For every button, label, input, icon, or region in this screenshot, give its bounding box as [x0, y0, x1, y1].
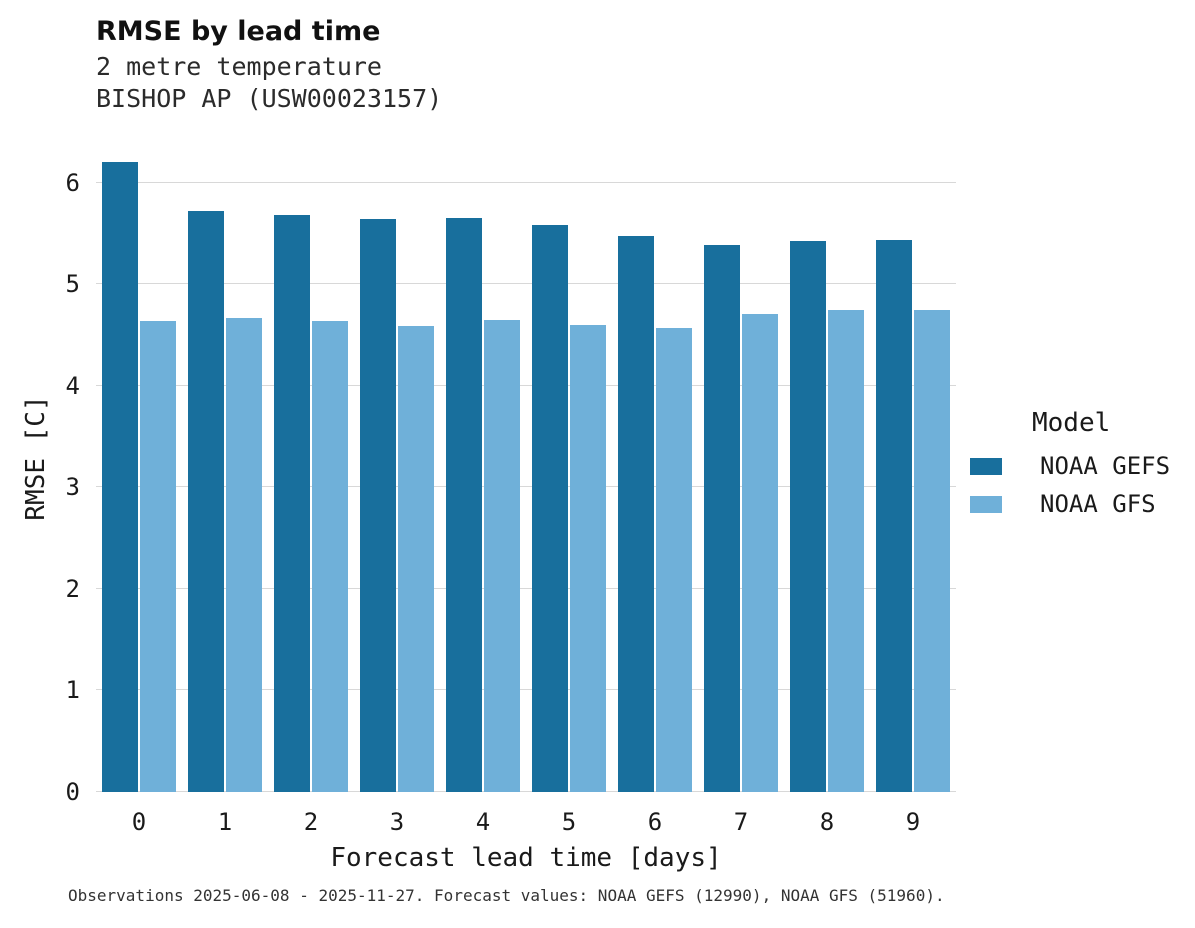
- x-tick-label-5: 5: [561, 808, 577, 836]
- gridline-y-4: [96, 384, 956, 386]
- chart-title: RMSE by lead time: [96, 16, 381, 47]
- gridline-y-5: [96, 283, 956, 285]
- bar-noaa-gefs-1: [188, 211, 224, 792]
- bar-noaa-gefs-4: [446, 218, 482, 792]
- y-tick-label-5: 5: [65, 270, 80, 299]
- y-tick-label-3: 3: [65, 473, 80, 502]
- gridline-y-0: [96, 791, 956, 792]
- x-tick-label-6: 6: [647, 808, 663, 836]
- chart-subtitle-variable: 2 metre temperature: [96, 52, 382, 81]
- bar-noaa-gefs-7: [704, 244, 740, 792]
- bar-noaa-gfs-4: [484, 319, 520, 792]
- caption: Observations 2025-06-08 - 2025-11-27. Fo…: [68, 886, 945, 905]
- bar-noaa-gefs-6: [618, 235, 654, 792]
- bar-noaa-gefs-2: [274, 215, 310, 792]
- x-tick-label-4: 4: [475, 808, 491, 836]
- bar-noaa-gefs-0: [102, 161, 138, 792]
- legend-label-noaa-gfs: NOAA GFS: [1040, 490, 1156, 518]
- gridline-y-3: [96, 486, 956, 488]
- bar-noaa-gfs-7: [742, 313, 778, 792]
- bar-noaa-gfs-3: [398, 326, 434, 792]
- x-tick-label-2: 2: [303, 808, 319, 836]
- bar-noaa-gfs-6: [656, 328, 692, 792]
- legend-title: Model: [1032, 408, 1111, 438]
- gridline-y-2: [96, 587, 956, 589]
- chart-subtitle-station: BISHOP AP (USW00023157): [96, 84, 443, 113]
- legend-item-noaa-gfs: NOAA GFS: [970, 490, 1190, 518]
- bar-noaa-gfs-0: [140, 320, 176, 792]
- bar-noaa-gfs-5: [570, 325, 606, 792]
- bar-noaa-gefs-8: [790, 240, 826, 792]
- legend-swatch-noaa-gfs: [970, 495, 1002, 513]
- y-tick-label-1: 1: [65, 676, 80, 705]
- x-tick-label-7: 7: [733, 808, 749, 836]
- x-tick-label-3: 3: [389, 808, 405, 836]
- x-axis-title: Forecast lead time [days]: [330, 843, 722, 873]
- legend: Model NOAA GEFS NOAA GFS: [970, 408, 1190, 528]
- bar-noaa-gfs-2: [312, 320, 348, 792]
- x-tick-label-8: 8: [819, 808, 835, 836]
- gridline-y-1: [96, 689, 956, 691]
- legend-swatch-noaa-gefs: [970, 457, 1002, 475]
- legend-items: NOAA GEFS NOAA GFS: [970, 452, 1190, 518]
- y-axis-title: RMSE [C]: [21, 395, 51, 521]
- bar-noaa-gefs-3: [360, 219, 396, 792]
- y-tick-label-2: 2: [65, 574, 80, 603]
- x-tick-label-1: 1: [217, 808, 233, 836]
- x-tick-label-9: 9: [905, 808, 921, 836]
- y-tick-label-0: 0: [65, 778, 80, 806]
- bar-noaa-gfs-8: [828, 309, 864, 792]
- y-tick-label-4: 4: [65, 371, 80, 400]
- legend-item-noaa-gefs: NOAA GEFS: [970, 452, 1190, 480]
- legend-label-noaa-gefs: NOAA GEFS: [1040, 452, 1171, 480]
- plot-area: 0 1 2 3 4 5 6 0 1 2 3 4 5 6 7 8 9: [66, 125, 956, 836]
- x-tick-label-0: 0: [131, 808, 147, 836]
- bar-noaa-gfs-1: [226, 317, 262, 792]
- bar-noaa-gefs-9: [876, 239, 912, 792]
- gridline-y-6: [96, 181, 956, 183]
- bar-noaa-gfs-9: [914, 309, 950, 792]
- bar-noaa-gefs-5: [532, 224, 568, 792]
- y-tick-label-6: 6: [65, 168, 80, 197]
